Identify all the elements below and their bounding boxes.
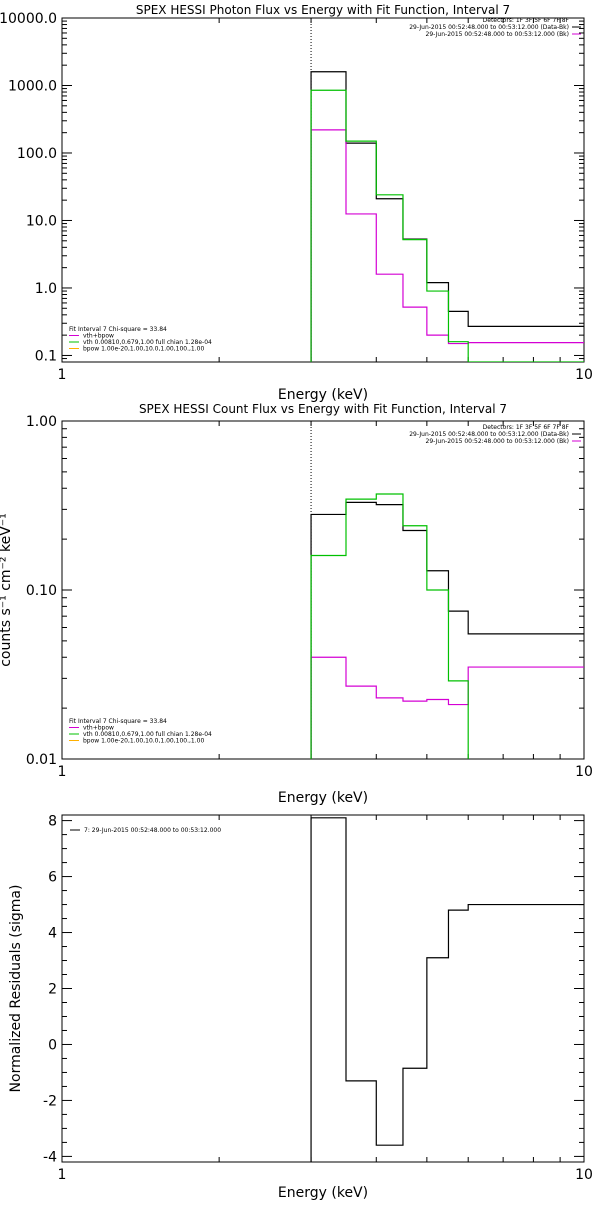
y-tick-label: 1.0	[35, 281, 57, 297]
plot-area	[310, 493, 584, 759]
y-tick-label: -2	[43, 1093, 57, 1109]
plot-frame	[61, 17, 585, 363]
legend-entry: vth 0.00810,0.679,1.00 full chian 1.28e-…	[83, 731, 212, 738]
series-line-1	[310, 501, 584, 759]
y-tick-label: 4	[48, 926, 57, 942]
series-line-2	[310, 656, 584, 759]
legend-entry: Fit Interval 7 Chi-square = 33.84	[69, 326, 167, 333]
x-tick-label: 1	[58, 1167, 67, 1183]
header-line-1: Detectors: 1F 3F 5F 6F 7F 8F	[483, 17, 570, 24]
x-tick-label: 1	[58, 367, 67, 383]
header-line-2: 29-Jun-2015 00:52:48.000 to 00:53:12.000…	[409, 24, 569, 31]
plot-frame	[61, 814, 585, 1163]
x-tick-label: 10	[575, 1167, 593, 1183]
x-axis-label: Energy (keV)	[278, 790, 368, 806]
y-tick-label: 1.00	[26, 414, 57, 430]
series-line-3	[310, 89, 584, 362]
series-line-1	[310, 71, 584, 362]
x-tick-label: 1	[58, 764, 67, 780]
chart-panel-1: SPEX HESSI Photon Flux vs Energy with Fi…	[0, 3, 593, 403]
plot-frame	[61, 420, 585, 760]
x-tick-label: 10	[575, 764, 593, 780]
legend-entry: bpow 1.00e-20,1.00,10.0,1.00,100.,1.00	[83, 738, 204, 745]
legend-entry: vth+bpow	[83, 333, 114, 340]
chart-panel-3: 1 10 -4 -2 0 2 4 6 8 Energy (keV) Normalized Resid…	[8, 814, 593, 1201]
y-tick-label: 0.1	[35, 348, 57, 364]
legend-entry: vth+bpow	[83, 725, 114, 732]
y-tick-label: 1000.0	[8, 78, 57, 94]
plot-area	[310, 71, 584, 362]
header-line-3: 29-Jun-2015 00:52:48.000 to 00:53:12.000…	[426, 31, 569, 38]
y-tick-label: 100.0	[17, 146, 57, 162]
header-line-1: Detectors: 1F 3F 5F 6F 7F 8F	[483, 424, 570, 431]
y-tick-label: 8	[48, 814, 57, 830]
y-tick-label: 0.10	[26, 583, 57, 599]
series-line-1	[310, 817, 584, 1162]
chart-title: SPEX HESSI Photon Flux vs Energy with Fi…	[136, 3, 510, 17]
legend-entry: 7: 29-Jun-2015 00:52:48.000 to 00:53:12.…	[84, 827, 221, 834]
y-tick-label: 6	[48, 870, 57, 886]
y-axis-label: Normalized Residuals (sigma)	[8, 885, 24, 1093]
y-axis-label: counts s⁻¹ cm⁻² keV⁻¹	[0, 513, 14, 667]
header-line-2: 29-Jun-2015 00:52:48.000 to 00:53:12.000…	[409, 431, 569, 438]
series-line-2	[310, 129, 584, 362]
y-tick-label: 0.01	[26, 752, 57, 768]
series-line-3	[310, 493, 469, 759]
x-axis-label: Energy (keV)	[278, 1185, 368, 1200]
y-tick-label: -4	[43, 1149, 57, 1165]
legend-entry: vth 0.00810,0.679,1.00 full chian 1.28e-…	[83, 339, 212, 346]
header-line-3: 29-Jun-2015 00:52:48.000 to 00:53:12.000…	[426, 438, 569, 445]
y-tick-label: 0	[48, 1037, 57, 1053]
x-tick-label: 10	[575, 367, 593, 383]
y-tick-label: 10000.0	[0, 11, 57, 27]
chart-panel-2: SPEX HESSI Count Flux vs Energy with Fit…	[0, 402, 593, 806]
legend-entry: bpow 1.00e-20,1.00,10.0,1.00,100.,1.00	[83, 346, 204, 353]
legend-entry: Fit Interval 7 Chi-square = 33.84	[69, 718, 167, 725]
x-axis-label: Energy (keV)	[278, 387, 368, 403]
y-tick-label: 2	[48, 982, 57, 998]
y-tick-label: 10.0	[26, 213, 57, 229]
chart-title: SPEX HESSI Count Flux vs Energy with Fit…	[139, 402, 507, 416]
plot-area	[310, 817, 584, 1162]
